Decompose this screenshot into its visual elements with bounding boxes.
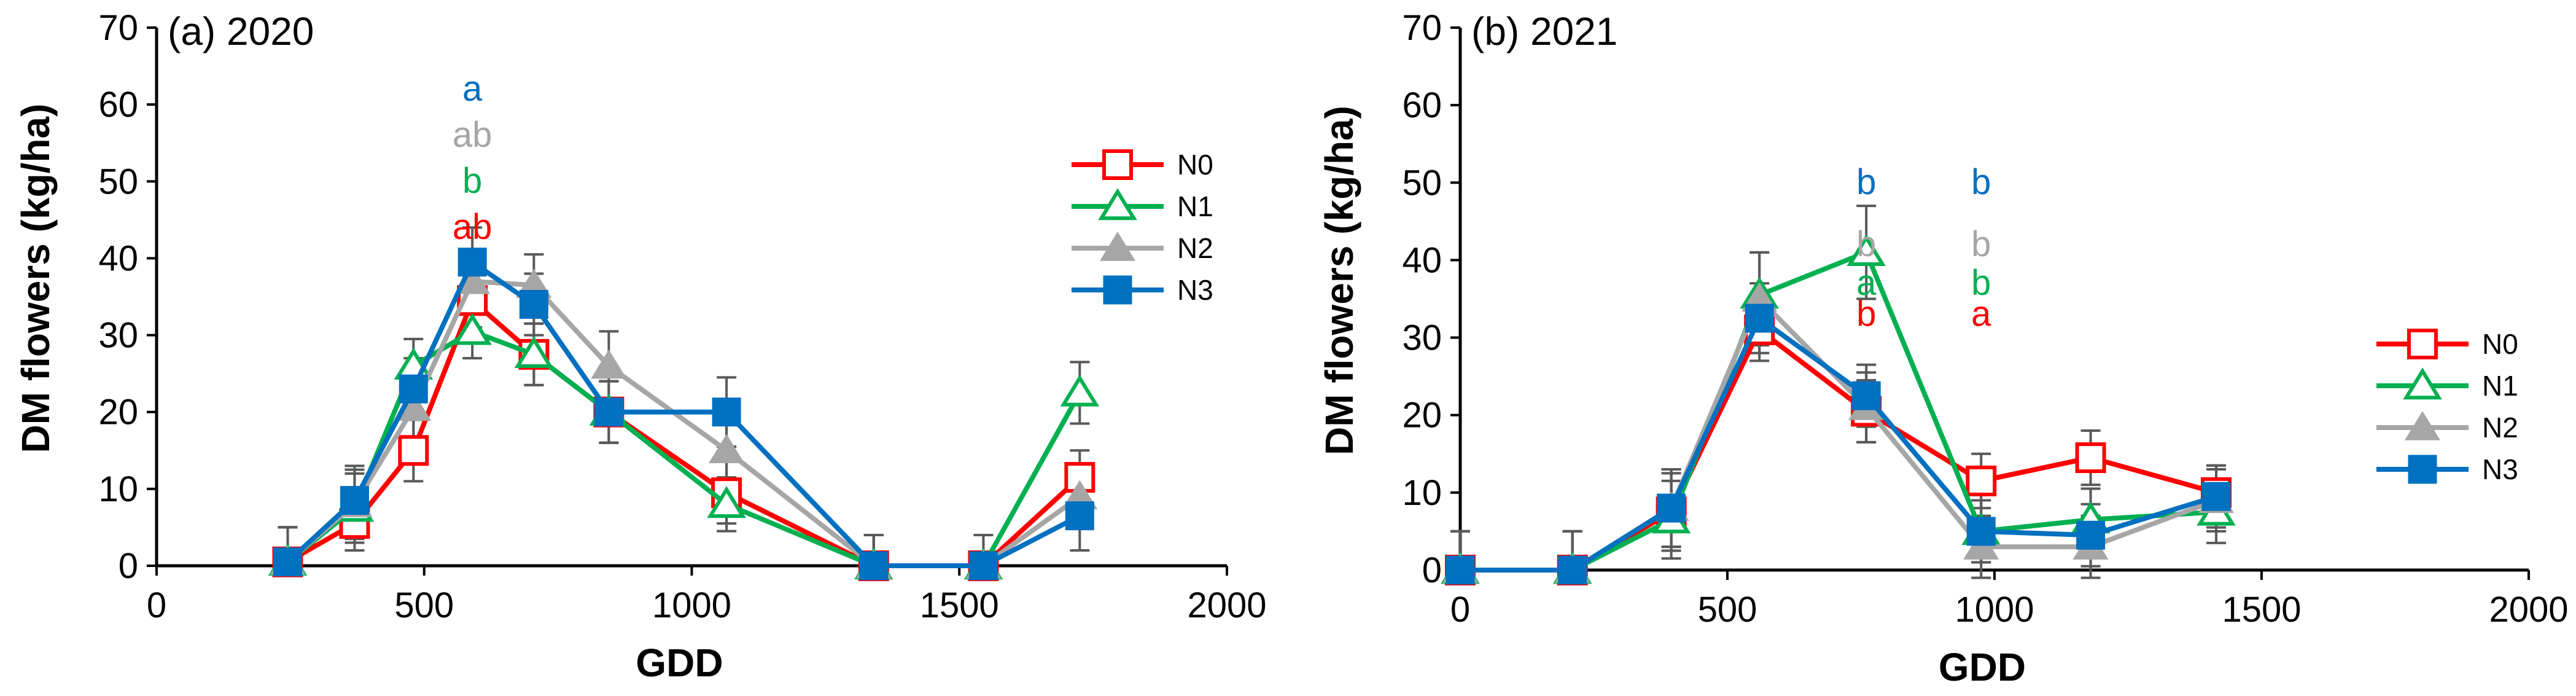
data-point-N0 [398,435,429,466]
chart-title: (b) 2021 [1471,9,1617,53]
data-point-N1 [453,313,492,345]
data-point-N3 [457,248,487,277]
data-point-N3 [1745,303,1774,333]
x-tick-label: 1500 [2222,590,2301,630]
series-line-N2 [286,278,1081,568]
legend-marker-N3 [2408,455,2437,484]
data-point-N3 [2201,482,2231,511]
legend-label-N1: N1 [2482,370,2518,402]
data-point-N3 [594,397,623,427]
data-point-N2 [709,434,745,463]
significance-letter: b [1971,263,1991,303]
legend-label-N0: N0 [2482,328,2518,360]
significance-letter: b [1971,224,1991,264]
data-point-N1 [1060,374,1100,407]
y-tick-label: 40 [1402,240,1442,280]
significance-letter: a [1856,263,1877,303]
x-tick-label: 0 [1450,590,1470,630]
y-tick-label: 60 [98,85,138,125]
x-tick-label: 1000 [652,585,731,625]
legend-marker-N2 [2404,411,2441,440]
y-tick-label: 0 [1422,550,1442,590]
significance-letter: ab [453,207,492,247]
legend-marker-N1 [1098,188,1137,221]
x-tick-label: 2000 [2489,590,2568,630]
chart-2020: 0 10 20 30 40 50 60 70 0 500 1000 1500 2000 GDD DM flo… [14,8,1267,685]
significance-letter: a [1971,294,1991,334]
x-tick-label: 500 [394,585,454,625]
data-point-N0 [2075,442,2106,474]
data-point-N1 [514,336,554,369]
legend-label-N3: N3 [2482,453,2518,485]
y-tick-label: 20 [98,393,138,432]
chart-2021: 0 10 20 30 40 50 60 70 0 500 1000 1500 2000 GDD DM flo… [1317,8,2569,689]
data-point-N3 [712,397,741,427]
significance-letter: b [1856,294,1876,334]
data-point-N0 [1966,465,1997,496]
series-line-N3 [1460,316,2217,573]
y-tick-label: 70 [98,8,138,48]
data-point-N3 [273,547,303,577]
y-tick-label: 30 [1402,318,1442,358]
data-point-N3 [859,551,889,581]
significance-letter: a [462,69,483,109]
legend-marker-N2 [1099,232,1136,261]
y-tick-label: 50 [98,162,138,201]
x-tick-label: 0 [147,585,166,625]
y-tick-label: 50 [1402,163,1442,203]
y-tick-label: 10 [1402,473,1442,513]
legend-label-N3: N3 [1177,274,1213,306]
y-tick-label: 70 [1402,8,1442,48]
significance-letter: b [1856,162,1876,202]
legend-marker-N3 [1103,275,1132,305]
y-tick-label: 40 [98,238,138,278]
data-point-N3 [1657,493,1686,523]
y-tick-label: 20 [1402,396,1442,436]
significance-letter: b [1971,162,1991,202]
data-point-N3 [519,290,548,319]
series-line-N3 [286,259,1081,568]
legend-label-N1: N1 [1177,190,1213,222]
y-tick-label: 0 [119,546,138,586]
y-axis-label: DM flowers (kg/ha) [1317,106,1361,455]
y-tick-label: 10 [98,469,138,509]
chart-title: (a) 2020 [168,9,314,53]
data-point-N3 [968,551,998,581]
data-point-N2 [591,349,627,379]
x-tick-label: 1500 [920,585,999,625]
data-point-N3 [2076,520,2106,550]
y-tick-label: 60 [1402,85,1442,125]
significance-letter: ab [453,115,492,155]
x-tick-label: 2000 [1187,585,1266,625]
legend-marker-N1 [2403,367,2442,400]
legend-marker-N0 [1102,149,1133,180]
legend-label-N2: N2 [2482,412,2518,444]
legend-marker-N0 [2407,329,2438,359]
data-point-N3 [1446,555,1475,585]
series-line-N0 [286,298,1082,568]
legend-label-N2: N2 [1177,232,1213,264]
data-point-N3 [1966,517,1996,546]
y-tick-label: 30 [98,316,138,356]
data-point-N1 [1846,234,1886,267]
x-tick-label: 1000 [1955,590,2034,630]
data-point-N1 [707,486,746,518]
significance-letter: b [462,161,482,201]
data-point-N3 [1065,501,1094,531]
legend-label-N0: N0 [1177,149,1213,181]
y-axis-label: DM flowers (kg/ha) [14,104,58,453]
data-point-N3 [1558,555,1587,585]
significance-letter: b [1856,224,1876,264]
x-axis-label: GDD [636,641,723,685]
data-point-N3 [340,486,369,515]
data-point-N3 [1851,381,1881,410]
data-point-N3 [399,374,428,404]
x-axis-label: GDD [1939,645,2026,689]
x-tick-label: 500 [1698,590,1757,630]
